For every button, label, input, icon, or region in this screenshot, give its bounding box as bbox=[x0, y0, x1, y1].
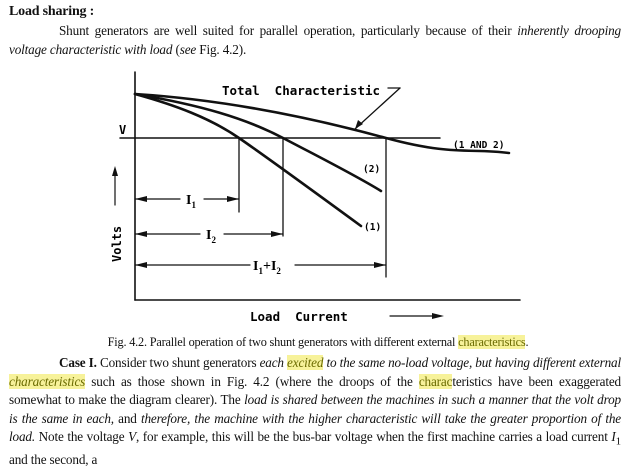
total-characteristic-label: Total Characteristic bbox=[222, 83, 380, 98]
y-axis-label: Volts bbox=[110, 226, 124, 262]
curve-label-total: (1 AND 2) bbox=[453, 140, 504, 151]
x-axis-label: Load Current bbox=[250, 309, 348, 324]
i1-plus-i2-label: I1+I2 bbox=[253, 259, 281, 276]
intro-paragraph: Shunt generators are well suited for par… bbox=[9, 23, 621, 57]
highlight: charac bbox=[418, 373, 453, 389]
case-1-paragraph: Case I. Consider two shunt generators ea… bbox=[9, 355, 622, 468]
highlight: characteristics bbox=[9, 373, 86, 389]
i2-label: I2 bbox=[206, 228, 216, 245]
v-label: V bbox=[119, 123, 126, 137]
section-heading: Load sharing : bbox=[9, 4, 95, 19]
highlight: excited bbox=[287, 355, 324, 370]
i1-label: I1 bbox=[186, 193, 196, 210]
curve-label-2: (2) bbox=[363, 164, 380, 175]
figure-caption: Fig. 4.2. Parallel operation of two shun… bbox=[107, 335, 529, 349]
curve-total bbox=[133, 92, 511, 155]
figure-4-2-diagram: Total Characteristic V (1 AND 2) (2) (1)… bbox=[110, 71, 521, 324]
highlight: characteristics bbox=[458, 335, 526, 349]
curve-label-1: (1) bbox=[364, 222, 381, 233]
